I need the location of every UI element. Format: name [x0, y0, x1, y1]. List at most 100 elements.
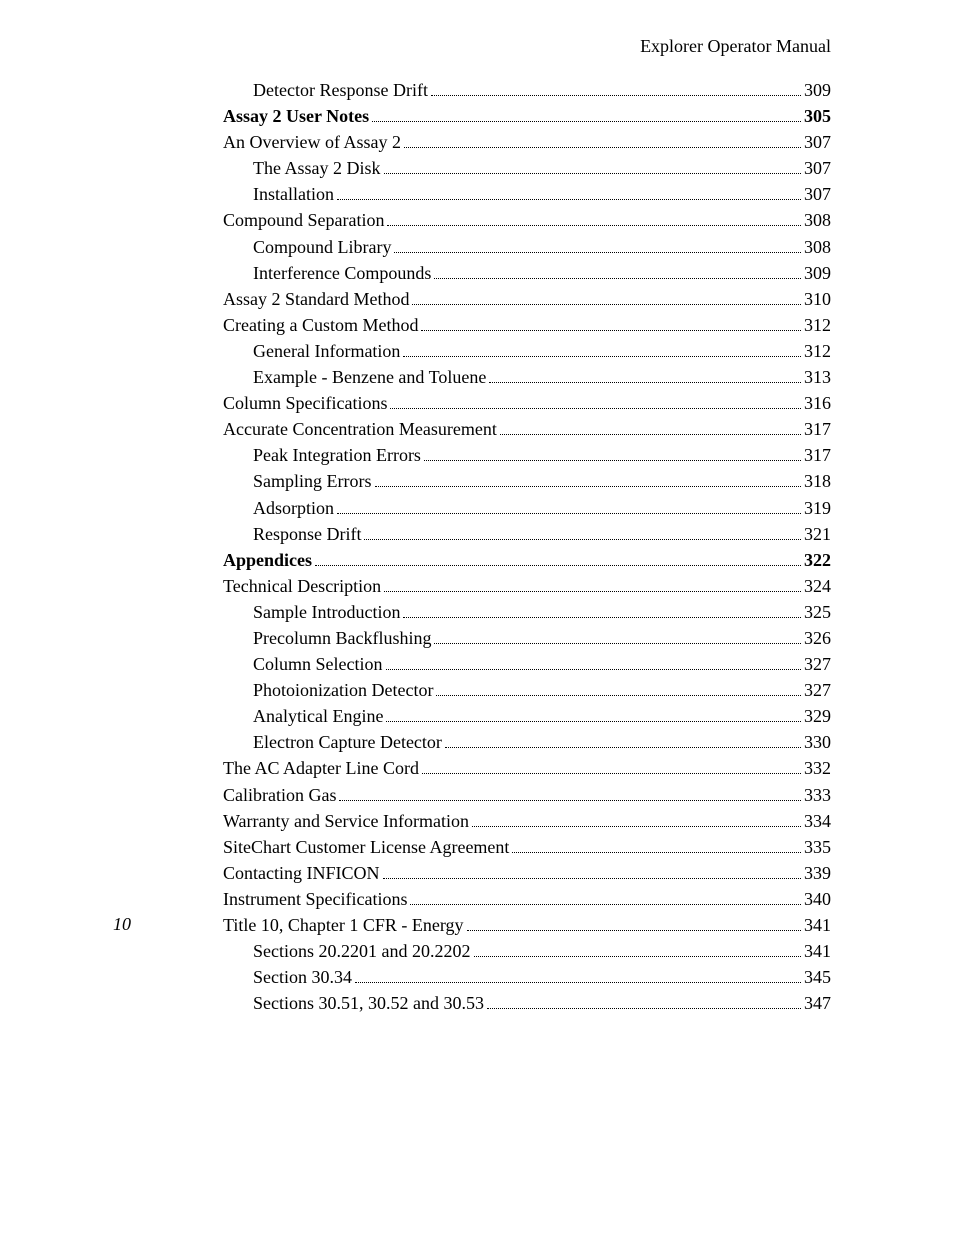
toc-entry-title: Interference Compounds [253, 260, 431, 286]
toc-row: An Overview of Assay 2 307 [223, 129, 831, 155]
toc-entry-page: 313 [804, 364, 831, 390]
toc-leader [431, 80, 801, 96]
toc-entry-title: Technical Description [223, 573, 381, 599]
toc-leader [434, 262, 801, 278]
toc-row: Creating a Custom Method312 [223, 312, 831, 338]
toc-entry-title: SiteChart Customer License Agreement [223, 834, 509, 860]
toc-row: Calibration Gas333 [223, 782, 831, 808]
toc-entry-page: 341 [804, 938, 831, 964]
toc-row: Interference Compounds 309 [223, 260, 831, 286]
toc-entry-title: Column Specifications [223, 390, 387, 416]
toc-entry-page: 327 [804, 651, 831, 677]
toc-row: Installation 307 [223, 181, 831, 207]
page: Explorer Operator Manual Detector Respon… [0, 0, 954, 1235]
toc-row: Title 10, Chapter 1 CFR - Energy 341 [223, 912, 831, 938]
toc-row: Assay 2 Standard Method 310 [223, 286, 831, 312]
toc-row: Compound Library308 [223, 234, 831, 260]
toc-leader [394, 236, 801, 252]
toc-row: Sample Introduction 325 [223, 599, 831, 625]
toc-entry-page: 307 [804, 181, 831, 207]
toc-entry-title: The Assay 2 Disk [253, 155, 381, 181]
toc-entry-title: Example - Benzene and Toluene [253, 364, 486, 390]
toc-entry-title: Photoionization Detector [253, 677, 433, 703]
toc-row: Compound Separation 308 [223, 207, 831, 233]
toc-entry-title: Assay 2 Standard Method [223, 286, 409, 312]
toc-entry-page: 312 [804, 312, 831, 338]
toc-entry-page: 341 [804, 912, 831, 938]
toc-entry-title: Section 30.34 [253, 964, 352, 990]
toc-leader [434, 628, 801, 644]
toc-leader [364, 523, 801, 539]
toc-leader [424, 445, 801, 461]
toc-entry-page: 325 [804, 599, 831, 625]
toc-row: Section 30.34 345 [223, 964, 831, 990]
toc-row: The Assay 2 Disk307 [223, 155, 831, 181]
toc-entry-title: Electron Capture Detector [253, 729, 442, 755]
toc-entry-title: Accurate Concentration Measurement [223, 416, 497, 442]
toc-leader [355, 967, 801, 983]
toc-row: Column Selection 327 [223, 651, 831, 677]
toc-entry-title: Column Selection [253, 651, 383, 677]
toc-entry-page: 327 [804, 677, 831, 703]
toc-row: Appendices 322 [223, 547, 831, 573]
toc-row: Sections 20.2201 and 20.2202 341 [223, 938, 831, 964]
toc-row: Detector Response Drift309 [223, 77, 831, 103]
toc-leader [404, 132, 801, 148]
toc-entry-title: Compound Library [253, 234, 391, 260]
toc-entry-title: Compound Separation [223, 207, 384, 233]
toc-row: Analytical Engine 329 [223, 703, 831, 729]
toc-entry-title: Appendices [223, 547, 312, 573]
toc-row: Column Specifications 316 [223, 390, 831, 416]
toc-entry-page: 316 [804, 390, 831, 416]
toc-row: Photoionization Detector 327 [223, 677, 831, 703]
toc-leader [387, 210, 801, 226]
toc-entry-page: 319 [804, 495, 831, 521]
toc-row: Response Drift321 [223, 521, 831, 547]
toc-entry-title: Sections 20.2201 and 20.2202 [253, 938, 471, 964]
toc-row: Sections 30.51, 30.52 and 30.53347 [223, 990, 831, 1016]
toc-leader [384, 158, 802, 174]
toc-entry-page: 345 [804, 964, 831, 990]
toc-entry-title: Title 10, Chapter 1 CFR - Energy [223, 912, 464, 938]
toc-entry-title: Adsorption [253, 495, 334, 521]
toc-leader [467, 915, 801, 931]
toc-leader [315, 549, 801, 565]
table-of-contents: Detector Response Drift309Assay 2 User N… [223, 77, 831, 1016]
page-number: 10 [113, 914, 131, 935]
toc-entry-title: Assay 2 User Notes [223, 103, 369, 129]
toc-entry-title: Peak Integration Errors [253, 442, 421, 468]
toc-entry-title: Warranty and Service Information [223, 808, 469, 834]
toc-entry-title: Detector Response Drift [253, 77, 428, 103]
toc-entry-page: 322 [804, 547, 831, 573]
toc-entry-page: 334 [804, 808, 831, 834]
toc-entry-page: 317 [804, 442, 831, 468]
toc-row: The AC Adapter Line Cord332 [223, 755, 831, 781]
toc-row: Example - Benzene and Toluene 313 [223, 364, 831, 390]
toc-entry-page: 308 [804, 207, 831, 233]
toc-row: Adsorption 319 [223, 495, 831, 521]
toc-entry-title: Analytical Engine [253, 703, 383, 729]
toc-leader [386, 706, 801, 722]
toc-row: Electron Capture Detector 330 [223, 729, 831, 755]
toc-row: SiteChart Customer License Agreement335 [223, 834, 831, 860]
toc-entry-page: 309 [804, 260, 831, 286]
toc-leader [383, 863, 802, 879]
toc-row: Warranty and Service Information 334 [223, 808, 831, 834]
toc-entry-page: 329 [804, 703, 831, 729]
toc-row: Sampling Errors318 [223, 468, 831, 494]
toc-entry-title: An Overview of Assay 2 [223, 129, 401, 155]
toc-entry-title: Sample Introduction [253, 599, 400, 625]
toc-entry-page: 310 [804, 286, 831, 312]
toc-leader [500, 419, 801, 435]
toc-leader [390, 393, 801, 409]
toc-entry-page: 307 [804, 129, 831, 155]
toc-entry-page: 330 [804, 729, 831, 755]
toc-entry-page: 347 [804, 990, 831, 1016]
toc-entry-page: 305 [804, 103, 831, 129]
toc-row: Assay 2 User Notes 305 [223, 103, 831, 129]
toc-leader [384, 575, 801, 591]
toc-entry-title: Installation [253, 181, 334, 207]
toc-leader [487, 993, 801, 1009]
toc-entry-title: General Information [253, 338, 400, 364]
toc-row: Accurate Concentration Measurement317 [223, 416, 831, 442]
